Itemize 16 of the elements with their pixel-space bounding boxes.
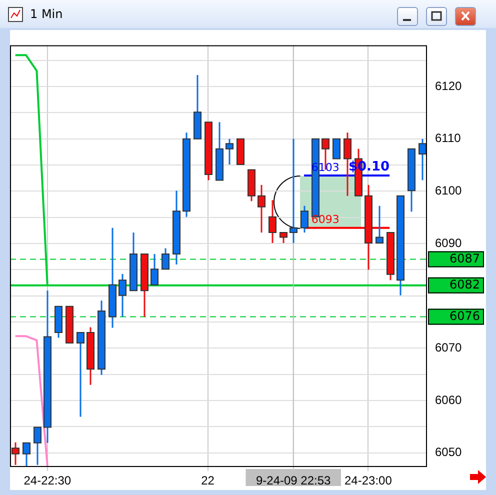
x-tick-label: 9-24-09 22:53	[256, 474, 332, 488]
chart-title: 1 Min	[30, 7, 63, 21]
x-tick-label: 22	[201, 474, 215, 488]
y-tick-label: 6120	[435, 78, 462, 93]
x-tick-label: 24-23:00	[344, 474, 392, 488]
y-tick-label: 6060	[435, 392, 462, 407]
ref-line-label: 6076	[449, 308, 480, 323]
ref-line-label: 6082	[449, 278, 480, 292]
y-tick-label: 6110	[435, 131, 462, 146]
y-tick-label: 6090	[435, 236, 462, 250]
y-tick-label: 6100	[435, 184, 462, 198]
x-tick-label: 24-22:30	[24, 474, 72, 488]
y-tick-label: 6050	[435, 445, 462, 460]
ref-line-label: 6087	[449, 251, 480, 266]
data-label: 6093	[311, 213, 340, 226]
y-tick-label: 6070	[435, 340, 462, 355]
